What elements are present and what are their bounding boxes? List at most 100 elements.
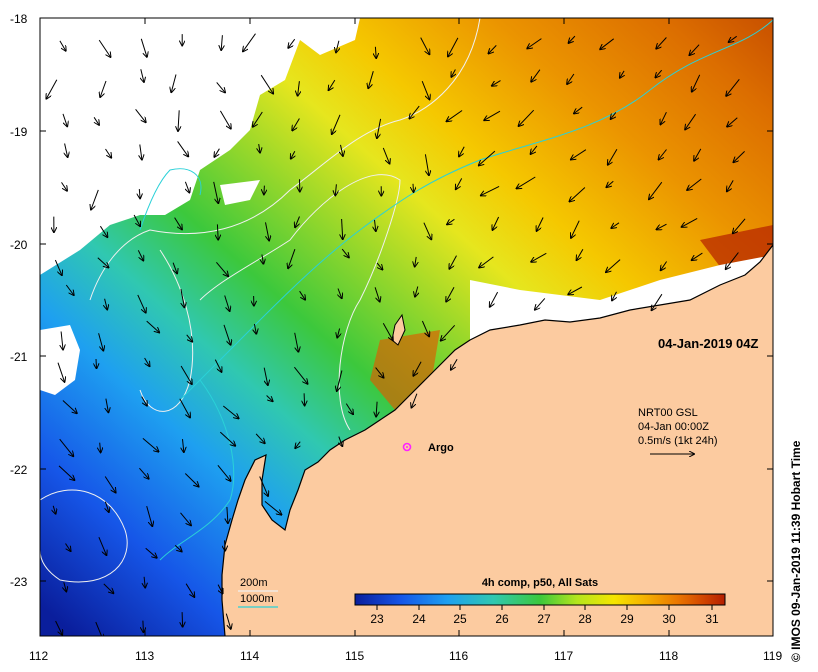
depth-legend-200m: 200m xyxy=(240,577,268,589)
current-arrow-icon xyxy=(59,438,74,456)
current-arrow-icon xyxy=(571,149,587,160)
current-arrow-icon xyxy=(185,181,189,193)
current-arrow-icon xyxy=(368,71,374,88)
current-arrow-icon xyxy=(144,357,150,366)
current-arrow-icon xyxy=(726,252,739,270)
current-arrow-icon xyxy=(420,37,430,55)
current-arrow-icon xyxy=(61,182,68,190)
current-arrow-icon xyxy=(341,144,343,156)
current-arrow-icon xyxy=(288,38,296,48)
current-arrow-icon xyxy=(481,185,500,195)
current-arrow-icon xyxy=(449,255,457,269)
current-arrow-icon xyxy=(531,252,547,261)
current-arrow-icon xyxy=(139,467,148,479)
colorbar: 4h comp, p50, All Sats 23 24 25 26 27 28… xyxy=(354,577,726,626)
current-arrow-icon xyxy=(184,473,198,487)
current-arrow-icon xyxy=(171,74,177,93)
current-arrow-icon xyxy=(173,262,177,274)
current-arrow-icon xyxy=(216,82,225,92)
lat-tick-label: -21 xyxy=(10,350,28,364)
current-arrow-icon xyxy=(692,252,703,260)
lon-tick-label: 114 xyxy=(240,649,259,663)
colorbar-tick-label: 28 xyxy=(578,612,592,626)
current-arrow-icon xyxy=(451,69,455,77)
lat-tick-label: -22 xyxy=(10,463,28,477)
colorbar-tick-label: 25 xyxy=(453,612,467,626)
colorbar-tick-label: 31 xyxy=(705,612,719,626)
current-arrow-icon xyxy=(259,476,268,496)
map-plot-area xyxy=(40,18,773,636)
current-arrow-icon xyxy=(137,294,146,313)
current-arrow-icon xyxy=(185,583,194,597)
current-arrow-icon xyxy=(292,118,300,131)
current-arrow-icon xyxy=(98,333,104,350)
lat-tick-label: -18 xyxy=(10,12,28,26)
current-arrow-icon xyxy=(335,184,336,195)
current-arrow-icon xyxy=(96,358,97,368)
current-arrow-icon xyxy=(447,110,463,122)
current-arrow-icon xyxy=(376,401,377,417)
current-arrow-icon xyxy=(412,393,418,408)
current-arrow-icon xyxy=(413,183,414,192)
current-arrow-icon xyxy=(298,81,300,96)
current-arrow-icon xyxy=(266,395,273,402)
current-arrow-icon xyxy=(661,111,667,124)
current-arrow-icon xyxy=(656,69,663,77)
current-arrow-icon xyxy=(304,393,305,405)
current-arrow-icon xyxy=(339,436,343,447)
current-arrow-icon xyxy=(137,250,143,260)
colorbar-tick-label: 30 xyxy=(662,612,676,626)
current-arrow-icon xyxy=(726,78,740,96)
current-arrow-icon xyxy=(65,284,73,295)
current-arrow-icon xyxy=(65,543,71,552)
lat-tick-label: -23 xyxy=(10,575,28,589)
current-arrow-icon xyxy=(141,396,147,406)
current-arrow-icon xyxy=(57,362,65,382)
current-arrow-icon xyxy=(692,74,701,92)
current-arrow-icon xyxy=(734,151,745,162)
current-arrow-icon xyxy=(620,70,624,78)
current-arrow-icon xyxy=(336,40,339,53)
current-arrow-icon xyxy=(332,114,341,134)
current-arrow-icon xyxy=(174,545,182,551)
current-arrow-icon xyxy=(568,286,583,294)
colorbar-tick-label: 27 xyxy=(537,612,551,626)
current-arrow-icon xyxy=(133,214,140,226)
current-arrow-icon xyxy=(174,217,182,230)
current-arrow-icon xyxy=(260,74,273,93)
current-arrow-icon xyxy=(253,111,263,127)
current-arrow-icon xyxy=(221,35,222,50)
current-arrow-icon xyxy=(254,323,256,334)
colorbar-tick-label: 24 xyxy=(412,612,426,626)
current-arrow-icon xyxy=(263,367,268,385)
current-arrow-icon xyxy=(213,181,219,203)
current-arrow-icon xyxy=(345,403,353,415)
current-arrow-icon xyxy=(694,148,702,161)
current-arrow-icon xyxy=(295,216,300,228)
current-arrow-icon xyxy=(375,46,376,58)
lat-tick-label: -19 xyxy=(10,125,28,139)
current-arrow-icon xyxy=(100,442,101,453)
current-arrow-icon xyxy=(424,154,429,175)
current-arrow-icon xyxy=(484,110,501,120)
current-arrow-icon xyxy=(54,259,61,275)
current-arrow-icon xyxy=(733,218,746,234)
current-arrow-icon xyxy=(104,476,115,493)
current-arrow-icon xyxy=(374,287,380,301)
lon-tick-label: 113 xyxy=(135,649,154,663)
current-legend-scale: 0.5m/s (1kt 24h) xyxy=(638,435,717,447)
current-arrow-icon xyxy=(659,149,667,160)
current-arrow-icon xyxy=(421,320,429,336)
current-arrow-icon xyxy=(607,180,614,187)
current-arrow-icon xyxy=(214,148,220,157)
current-arrow-icon xyxy=(178,110,179,131)
current-arrow-icon xyxy=(537,217,544,231)
current-arrow-icon xyxy=(219,110,230,129)
current-arrow-icon xyxy=(288,249,296,268)
current-arrow-icon xyxy=(338,288,342,299)
current-arrow-icon xyxy=(219,431,235,446)
current-arrow-icon xyxy=(225,540,226,550)
current-arrow-icon xyxy=(441,324,456,340)
current-arrow-icon xyxy=(727,180,734,191)
current-arrow-icon xyxy=(531,69,541,82)
